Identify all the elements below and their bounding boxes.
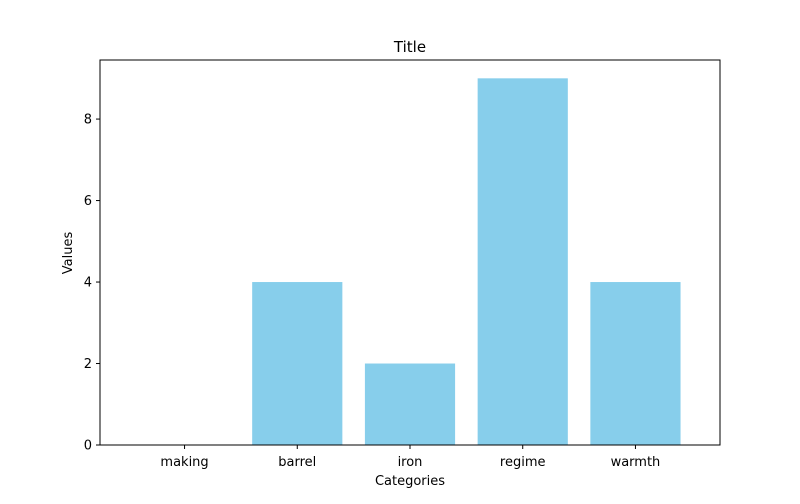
bars-layer — [252, 78, 681, 445]
bar-regime — [477, 78, 568, 445]
bar-barrel — [252, 282, 343, 445]
x-tick-label: barrel — [278, 455, 316, 470]
plot-frame — [99, 59, 721, 446]
x-axis-ticks: making barrel iron regime warmth — [160, 445, 660, 470]
y-tick-label: 6 — [84, 194, 92, 209]
x-tick-label: warmth — [611, 455, 661, 470]
bar-iron — [364, 363, 456, 445]
y-tick-label: 2 — [84, 357, 92, 372]
y-axis-label: Values — [61, 232, 76, 275]
bar-warmth — [590, 282, 681, 445]
x-tick-label: regime — [500, 455, 546, 470]
chart-title: Title — [393, 38, 426, 56]
y-axis-ticks: 0 2 4 6 8 — [84, 113, 100, 454]
x-tick-label: iron — [398, 455, 423, 470]
x-axis-label: Categories — [375, 474, 445, 489]
x-tick-label: making — [160, 455, 208, 470]
y-tick-label: 8 — [84, 113, 92, 128]
y-tick-label: 4 — [84, 276, 92, 291]
y-tick-label: 0 — [84, 439, 92, 454]
